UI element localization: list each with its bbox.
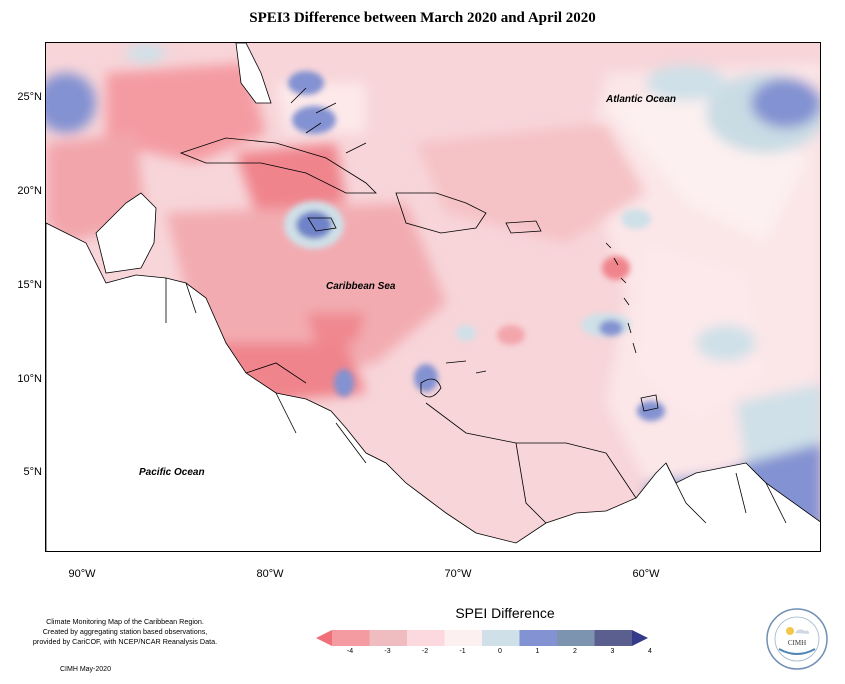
label-pacific-ocean: Pacific Ocean bbox=[139, 467, 205, 478]
colorbar-arrow-left bbox=[316, 630, 332, 646]
logo-text: CIMH bbox=[788, 639, 806, 647]
colorbar-tick-label: 4 bbox=[648, 648, 652, 655]
lat-label-5n: 5°N bbox=[23, 466, 42, 478]
colorbar-segment bbox=[407, 630, 445, 646]
credits-text: Climate Monitoring Map of the Caribbean … bbox=[20, 617, 230, 647]
colorbar-segment bbox=[519, 630, 557, 646]
colorbar-segment bbox=[594, 630, 632, 646]
colorbar-tick-label: 1 bbox=[535, 648, 540, 655]
colorbar-segment bbox=[482, 630, 520, 646]
colorbar-segment bbox=[557, 630, 595, 646]
lon-label-80w: 80°W bbox=[256, 568, 284, 580]
colorbar-segment bbox=[444, 630, 482, 646]
colorbar-tick-label: -3 bbox=[384, 648, 391, 655]
lon-label-60w: 60°W bbox=[632, 568, 660, 580]
lon-label-70w: 70°W bbox=[444, 568, 472, 580]
colorbar-arrow-right bbox=[632, 630, 648, 646]
legend-title: SPEI Difference bbox=[455, 605, 555, 621]
coastlines bbox=[165, 87, 787, 524]
lon-label-90w: 90°W bbox=[68, 568, 96, 580]
colorbar-segment bbox=[369, 630, 407, 646]
spei-local-anomalies bbox=[284, 71, 665, 421]
lat-label-25n: 25°N bbox=[17, 91, 42, 103]
map-area bbox=[45, 42, 821, 552]
credits-line-1: Climate Monitoring Map of the Caribbean … bbox=[46, 617, 204, 626]
colorbar-tick-label: -4 bbox=[346, 648, 354, 655]
cimh-logo: CIMH bbox=[766, 608, 828, 670]
colorbar bbox=[316, 630, 648, 646]
lat-label-10n: 10°N bbox=[17, 373, 42, 385]
colorbar-tick-label: -1 bbox=[459, 648, 466, 655]
colorbar-tick-label: 0 bbox=[498, 648, 502, 655]
lat-label-20n: 20°N bbox=[17, 185, 42, 197]
lat-label-15n: 15°N bbox=[17, 279, 42, 291]
landmasses bbox=[46, 43, 820, 551]
colorbar-tick-label: 3 bbox=[610, 648, 615, 655]
colorbar-tick-label: -2 bbox=[421, 648, 429, 655]
credit-date: CIMH May-2020 bbox=[60, 666, 111, 673]
label-atlantic-ocean: Atlantic Ocean bbox=[606, 94, 677, 105]
label-caribbean-sea: Caribbean Sea bbox=[326, 281, 396, 292]
colorbar-segment bbox=[332, 630, 370, 646]
credits-line-2: Created by aggregating station based obs… bbox=[42, 627, 208, 636]
colorbar-tick-label: 2 bbox=[573, 648, 577, 655]
map-svg bbox=[46, 43, 820, 551]
spei-field bbox=[46, 43, 820, 551]
map-title: SPEI3 Difference between March 2020 and … bbox=[249, 10, 596, 26]
credits-line-3: provided by CariCOF, with NCEP/NCAR Rean… bbox=[32, 637, 218, 646]
